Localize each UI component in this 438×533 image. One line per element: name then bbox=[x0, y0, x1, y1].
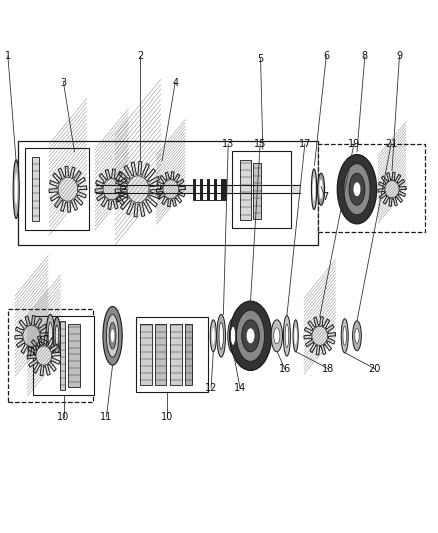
Bar bbox=[193, 179, 226, 200]
Ellipse shape bbox=[228, 319, 238, 353]
Ellipse shape bbox=[247, 328, 254, 343]
Polygon shape bbox=[95, 169, 128, 209]
Text: 20: 20 bbox=[369, 364, 381, 374]
Text: 2: 2 bbox=[137, 51, 143, 61]
Bar bbox=[196, 179, 200, 200]
Bar bbox=[232, 151, 291, 228]
Text: 3: 3 bbox=[60, 78, 67, 87]
Polygon shape bbox=[378, 172, 406, 206]
Ellipse shape bbox=[111, 329, 114, 342]
Bar bbox=[240, 160, 251, 220]
Ellipse shape bbox=[384, 180, 400, 199]
Ellipse shape bbox=[103, 306, 122, 365]
Ellipse shape bbox=[219, 322, 223, 349]
Ellipse shape bbox=[55, 325, 59, 346]
Ellipse shape bbox=[237, 310, 265, 361]
Polygon shape bbox=[156, 172, 185, 207]
Ellipse shape bbox=[109, 322, 116, 349]
Ellipse shape bbox=[210, 320, 216, 352]
Text: 8: 8 bbox=[362, 51, 368, 61]
Ellipse shape bbox=[217, 314, 226, 357]
Text: 10: 10 bbox=[161, 412, 173, 422]
Ellipse shape bbox=[230, 301, 272, 370]
Ellipse shape bbox=[285, 324, 289, 348]
Ellipse shape bbox=[318, 173, 325, 205]
Bar bbox=[68, 324, 80, 387]
Bar bbox=[203, 179, 207, 200]
Text: 15: 15 bbox=[254, 139, 266, 149]
Ellipse shape bbox=[106, 314, 119, 357]
Ellipse shape bbox=[283, 316, 290, 356]
Bar bbox=[155, 324, 166, 385]
Ellipse shape bbox=[353, 182, 360, 196]
Text: 7: 7 bbox=[322, 192, 328, 202]
Polygon shape bbox=[27, 335, 60, 376]
Ellipse shape bbox=[271, 320, 283, 352]
Ellipse shape bbox=[230, 326, 236, 345]
Text: 6: 6 bbox=[323, 51, 329, 61]
Bar bbox=[136, 317, 208, 392]
Text: 13: 13 bbox=[222, 139, 234, 149]
Ellipse shape bbox=[385, 181, 399, 198]
Ellipse shape bbox=[344, 164, 370, 215]
Ellipse shape bbox=[23, 325, 40, 346]
Bar bbox=[217, 179, 221, 200]
Bar bbox=[185, 324, 192, 385]
Bar bbox=[33, 316, 94, 395]
Text: 12: 12 bbox=[205, 383, 217, 393]
Polygon shape bbox=[304, 317, 336, 355]
Bar bbox=[8, 309, 93, 402]
Ellipse shape bbox=[313, 177, 315, 201]
Ellipse shape bbox=[46, 314, 55, 357]
Ellipse shape bbox=[312, 326, 328, 345]
Ellipse shape bbox=[53, 317, 60, 354]
Bar bbox=[25, 148, 89, 230]
Ellipse shape bbox=[127, 176, 149, 203]
Ellipse shape bbox=[36, 346, 52, 365]
Text: 9: 9 bbox=[396, 51, 403, 61]
Ellipse shape bbox=[58, 177, 78, 201]
Text: 18: 18 bbox=[322, 364, 335, 374]
Ellipse shape bbox=[319, 180, 323, 199]
Text: 14: 14 bbox=[234, 383, 246, 393]
Ellipse shape bbox=[13, 160, 19, 219]
Bar bbox=[318, 144, 425, 232]
Ellipse shape bbox=[337, 155, 377, 224]
Ellipse shape bbox=[294, 327, 297, 344]
Text: 4: 4 bbox=[172, 78, 178, 87]
Text: 21: 21 bbox=[385, 139, 397, 149]
Bar bbox=[170, 324, 182, 385]
Ellipse shape bbox=[311, 169, 317, 209]
Ellipse shape bbox=[274, 328, 280, 344]
Text: 17: 17 bbox=[299, 139, 311, 149]
Text: 10: 10 bbox=[57, 412, 70, 422]
Bar bbox=[32, 157, 39, 221]
Ellipse shape bbox=[353, 321, 361, 351]
Bar bbox=[18, 141, 318, 245]
Ellipse shape bbox=[343, 326, 346, 345]
Bar bbox=[253, 163, 261, 219]
Polygon shape bbox=[49, 166, 87, 212]
Ellipse shape bbox=[341, 319, 348, 353]
Polygon shape bbox=[15, 316, 48, 356]
Text: 11: 11 bbox=[100, 412, 113, 422]
Ellipse shape bbox=[212, 328, 215, 344]
Bar bbox=[140, 324, 152, 385]
Ellipse shape bbox=[48, 322, 53, 349]
Bar bbox=[60, 321, 65, 390]
Polygon shape bbox=[115, 161, 161, 217]
Ellipse shape bbox=[15, 173, 18, 205]
Text: 1: 1 bbox=[5, 51, 11, 61]
Ellipse shape bbox=[355, 328, 359, 343]
Ellipse shape bbox=[349, 173, 365, 205]
Ellipse shape bbox=[242, 320, 259, 352]
Bar bbox=[210, 179, 214, 200]
Ellipse shape bbox=[103, 179, 120, 200]
Ellipse shape bbox=[163, 180, 179, 199]
Text: 5: 5 bbox=[258, 54, 264, 63]
Ellipse shape bbox=[293, 320, 298, 352]
Text: 19: 19 bbox=[348, 139, 360, 149]
Text: 16: 16 bbox=[279, 364, 291, 374]
